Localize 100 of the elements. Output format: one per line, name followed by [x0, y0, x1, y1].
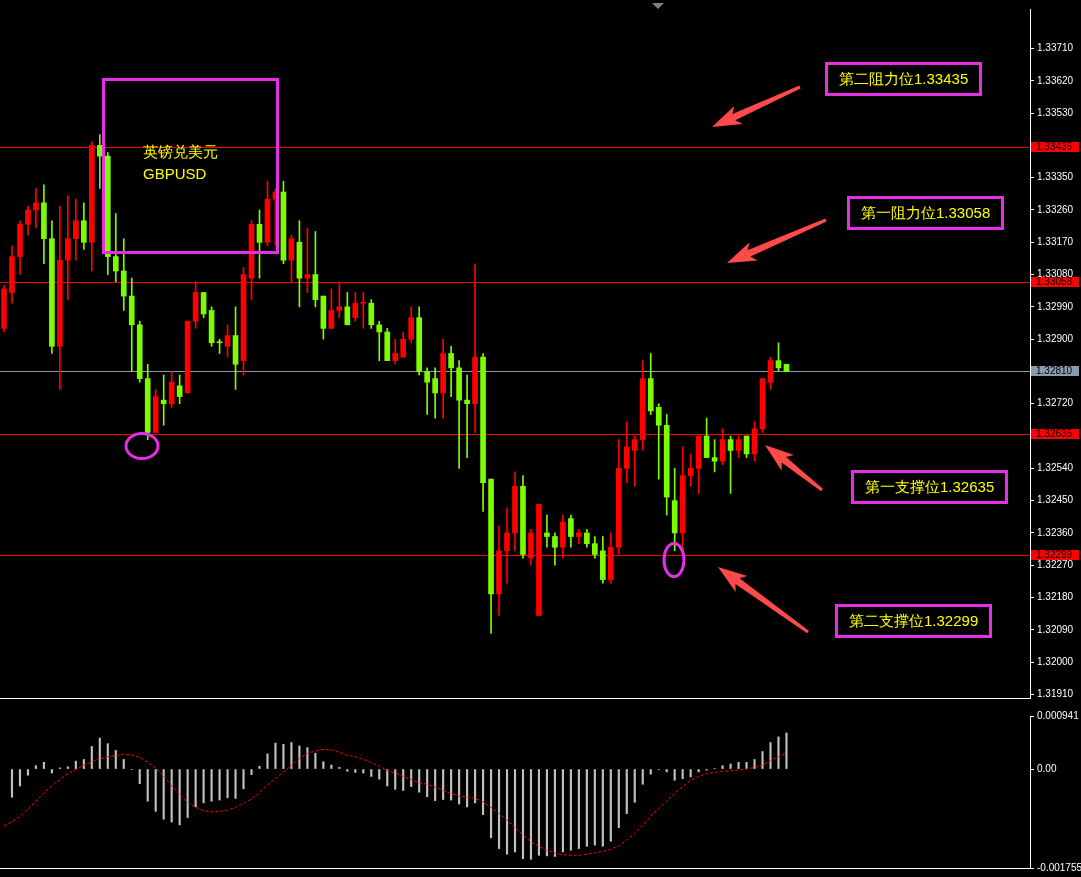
y-tick-label: 1.32360: [1037, 526, 1074, 538]
bar: [210, 769, 213, 802]
bar: [689, 769, 692, 778]
bar: [218, 769, 221, 801]
bar: [609, 769, 612, 842]
bar: [553, 769, 556, 857]
bar: [282, 743, 285, 769]
bar: [226, 769, 229, 799]
bar: [641, 769, 644, 785]
bar: [529, 769, 533, 860]
bar: [378, 769, 381, 780]
bar: [777, 736, 780, 769]
bar: [162, 769, 165, 820]
bar: [258, 765, 261, 769]
bar: [74, 760, 77, 769]
y-tick-label: 1.32000: [1037, 655, 1074, 667]
line-series: [3, 748, 787, 856]
bar: [122, 759, 125, 769]
bar: [178, 769, 181, 826]
y-tick-label: 1.33350: [1037, 171, 1074, 183]
bar: [769, 742, 772, 769]
bar: [721, 765, 724, 769]
bar: [442, 769, 445, 800]
bar: [370, 769, 373, 777]
bar: [745, 761, 748, 769]
bar: [26, 769, 30, 776]
bar: [569, 769, 572, 851]
bar: [42, 761, 45, 769]
y-tick-label: 1.32450: [1037, 494, 1074, 506]
bar: [90, 746, 93, 769]
annotation: 第一支撑位1.32635: [851, 470, 1009, 504]
bar: [346, 769, 349, 772]
bar: [697, 769, 700, 773]
bar: [138, 769, 141, 785]
y-tick-label: 1.32540: [1037, 462, 1074, 474]
bar: [761, 751, 764, 769]
bar: [474, 769, 477, 804]
bar: [665, 769, 668, 773]
y-tick-label: -0.001755: [1037, 861, 1081, 873]
bar: [649, 769, 652, 775]
bar: [242, 769, 245, 790]
bar: [66, 766, 69, 769]
bar: [601, 769, 604, 847]
bar: [625, 769, 628, 814]
bar: [290, 742, 293, 769]
bar: [18, 769, 22, 787]
bar: [170, 769, 173, 823]
bar: [633, 769, 636, 803]
bar: [753, 759, 756, 769]
bar: [513, 769, 517, 853]
candlestick: [655, 403, 662, 480]
candlestick: [464, 374, 470, 458]
bar: [561, 769, 564, 853]
bar: [394, 769, 397, 790]
bar: [186, 769, 189, 818]
bar: [266, 753, 269, 769]
bar: [785, 732, 788, 769]
bar: [202, 769, 205, 804]
y-tick-label: 1.33710: [1037, 42, 1074, 54]
bar: [593, 769, 596, 846]
bar: [426, 769, 429, 798]
candlestick: [33, 188, 39, 229]
bar: [673, 769, 676, 781]
y-tick-label: 0.00: [1037, 762, 1057, 774]
annotation: 第二支撑位1.32299: [835, 604, 993, 638]
bar: [497, 769, 501, 849]
bar: [585, 769, 588, 847]
candlestick: [376, 320, 383, 362]
y-tick-label: 1.32990: [1037, 300, 1074, 312]
text: GBPUSD: [143, 164, 207, 184]
bar: [737, 761, 740, 769]
y-tick-label: 1.32090: [1037, 623, 1074, 635]
y-tick-label: 1.31910: [1037, 688, 1074, 700]
bar: [106, 743, 109, 769]
bar: [489, 769, 493, 839]
y-tick-label: 1.32720: [1037, 397, 1074, 409]
bar: [314, 752, 317, 769]
bar: [250, 769, 253, 776]
bar: [274, 742, 277, 769]
y-tick-label: 1.32270: [1037, 558, 1074, 570]
bar: [466, 769, 469, 808]
bar: [146, 769, 149, 802]
y-tick-label: 1.32180: [1037, 591, 1074, 603]
annotation: 第一阻力位1.33058: [847, 196, 1005, 230]
bar: [537, 769, 541, 856]
bar: [114, 750, 117, 769]
bar: [418, 769, 421, 793]
bar: [545, 769, 549, 857]
bar: [322, 761, 325, 769]
y-tick-label: 1.33260: [1037, 203, 1074, 215]
bar: [729, 763, 732, 769]
bar: [34, 765, 38, 769]
y-tick-label: 1.33530: [1037, 106, 1074, 118]
candlestick: [160, 374, 167, 426]
bar: [194, 769, 197, 808]
candlestick: [544, 514, 550, 548]
bar: [505, 769, 509, 855]
bar: [617, 769, 620, 829]
bar: [234, 769, 237, 799]
ref-line-label: 1.32299: [1036, 549, 1073, 561]
